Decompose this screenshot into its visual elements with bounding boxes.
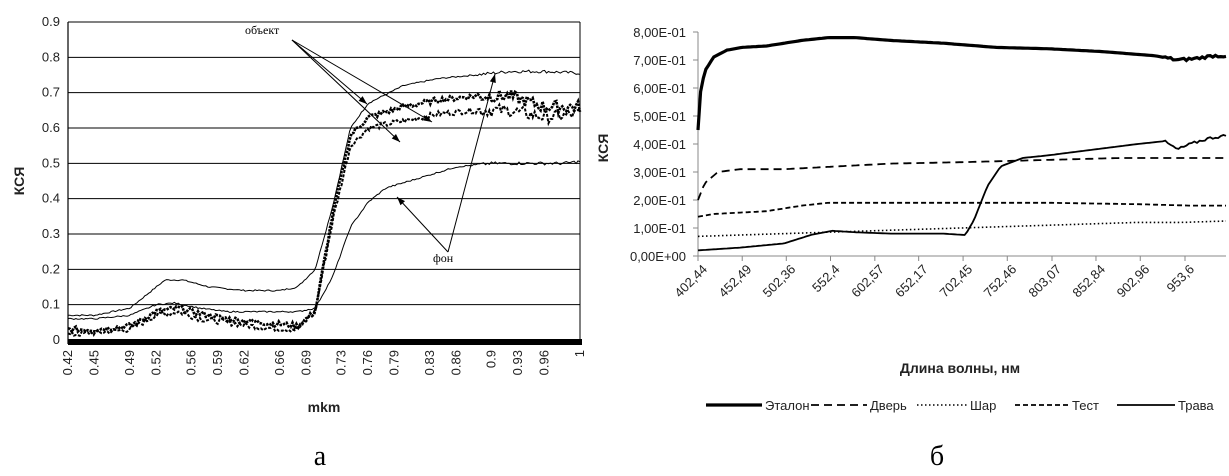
annotation-arrow [291, 39, 433, 123]
y-tick-label: 8,00E-01 [633, 25, 686, 40]
y-tick-label: 5,00E-01 [633, 109, 686, 124]
x-tick-label: 0.96 [537, 350, 552, 375]
left-series-line-2 [67, 102, 581, 338]
x-tick-label: 0.93 [510, 350, 525, 375]
series-line-Трава [697, 134, 1227, 252]
annotation-arrow [396, 196, 449, 253]
x-tick-label: 0.42 [60, 350, 75, 375]
legend-label: Шар [970, 398, 996, 413]
annotation-background: фон [433, 251, 454, 265]
y-tick-label: 0 [53, 332, 60, 347]
right-chart-panel: 0,00E+00 1,00E-01 2,00E-01 3,00E-01 4,00E-01… [595, 25, 1227, 472]
y-axis-label: КСЯ [11, 167, 27, 196]
annotation-object: объект [245, 23, 280, 37]
y-tick-label: 3,00E-01 [633, 165, 686, 180]
x-tick-label: 0.49 [122, 350, 137, 375]
annotation-arrow-head [489, 74, 496, 83]
x-tick-label: 0.66 [272, 350, 287, 375]
x-tick-label: 0.56 [184, 350, 199, 375]
x-tick-label: 0.62 [237, 350, 252, 375]
x-tick-label: 752,46 [981, 262, 1020, 301]
y-tick-label: 7,00E-01 [633, 53, 686, 68]
series-line-Дверь [697, 157, 1226, 201]
annotation-arrow-head [397, 197, 406, 206]
x-axis [68, 339, 582, 345]
x-tick-label: 0.69 [298, 350, 313, 375]
x-tick-label: 452,49 [716, 262, 755, 301]
left-series-line-4 [67, 160, 581, 321]
series-line-Тест [697, 201, 1226, 218]
x-axis-label: mkm [308, 399, 341, 415]
x-tick-label: 0.73 [334, 350, 349, 375]
x-tick-label: 0.83 [422, 350, 437, 375]
x-axis-label: Длина волны, нм [900, 360, 1020, 376]
y-tick-label: 0.5 [42, 155, 60, 170]
annotation-arrow [291, 39, 401, 143]
x-tick-label: 0.76 [360, 350, 375, 375]
y-axis-label: КСЯ [595, 134, 611, 163]
y-tick-label: 0.8 [42, 49, 60, 64]
series-line-Шар [697, 220, 1227, 238]
y-tick-label: 4,00E-01 [633, 137, 686, 152]
panel-caption: а [314, 441, 327, 472]
left-chart-panel: 0 0.1 0.2 0.3 0.4 0.5 0.6 0.7 0.8 0.9 0.42 0.45 0.49… [11, 14, 587, 472]
annotation-arrow [447, 73, 496, 253]
x-tick-label: 1 [572, 350, 587, 357]
y-tick-label: 0.9 [42, 14, 60, 29]
legend-label: Трава [1178, 398, 1214, 413]
x-tick-label: 0.45 [86, 350, 101, 375]
x-tick-label: 402,44 [671, 262, 710, 301]
x-tick-label: 0.79 [387, 350, 402, 375]
x-tick-label: 902,96 [1114, 262, 1153, 301]
x-tick-label: 0.9 [484, 350, 499, 368]
y-tick-label: 0.1 [42, 297, 60, 312]
y-tick-label: 0.3 [42, 226, 60, 241]
x-tick-label: 0.86 [448, 350, 463, 375]
x-tick-label: 552,4 [809, 262, 843, 296]
annotation-arrow-head [423, 115, 432, 122]
y-tick-label: 0.4 [42, 191, 60, 206]
y-tick-label: 0.2 [42, 261, 60, 276]
x-tick-label: 803,07 [1025, 262, 1064, 301]
x-tick-label: 953,6 [1164, 262, 1198, 296]
x-tick-label: 0.59 [210, 350, 225, 375]
annotation-arrow-head [358, 96, 367, 104]
y-tick-label: 0.7 [42, 85, 60, 100]
x-tick-label: 652,17 [892, 262, 931, 301]
y-tick-label: 2,00E-01 [633, 193, 686, 208]
x-tick-label: 702,45 [936, 262, 975, 301]
annotation-arrow [291, 39, 368, 105]
x-tick-label: 0.52 [148, 350, 163, 375]
panel-caption: б [930, 441, 944, 472]
y-tick-label: 0,00E+00 [630, 249, 686, 264]
x-tick-label: 602,57 [848, 262, 887, 301]
y-tick-label: 6,00E-01 [633, 81, 686, 96]
left-series-line-1 [67, 69, 581, 317]
y-tick-label: 0.6 [42, 120, 60, 135]
legend-label: Дверь [870, 398, 907, 413]
x-tick-label: 502,36 [760, 262, 799, 301]
series-line-Эталон [696, 36, 1227, 131]
left-series-line-3 [67, 85, 582, 335]
annotation-arrow-head [391, 133, 400, 142]
y-tick-label: 1,00E-01 [633, 221, 686, 236]
x-tick-label: 852,84 [1069, 262, 1108, 301]
legend-label: Эталон [765, 398, 810, 413]
legend-label: Тест [1072, 398, 1099, 413]
